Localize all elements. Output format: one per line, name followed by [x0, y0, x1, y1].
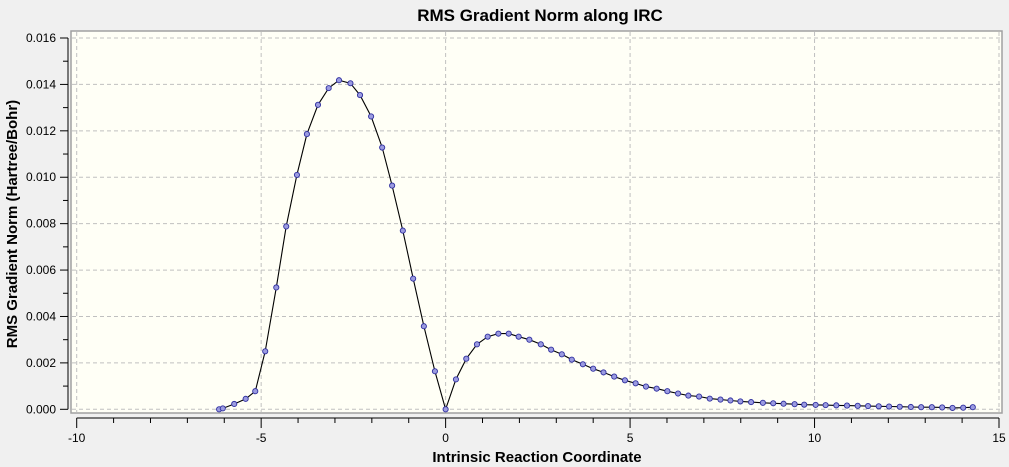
data-point — [875, 403, 882, 410]
data-point — [770, 400, 777, 407]
data-point — [325, 85, 332, 92]
data-point — [843, 402, 851, 409]
x-axis-title: Intrinsic Reaction Coordinate — [432, 449, 641, 466]
data-point — [696, 393, 703, 400]
data-point — [748, 399, 755, 406]
data-point — [864, 403, 872, 410]
data-point — [347, 80, 354, 87]
data-point — [621, 377, 628, 384]
data-point — [410, 275, 417, 282]
x-tick-label: 15 — [992, 431, 1006, 445]
data-point — [368, 113, 375, 120]
chart-title: RMS Gradient Norm along IRC — [417, 6, 663, 25]
data-point — [442, 406, 449, 413]
data-point — [389, 182, 396, 189]
data-point — [548, 346, 555, 353]
data-point — [303, 131, 310, 138]
data-point — [431, 368, 438, 375]
y-tick-label: 0.006 — [26, 263, 56, 277]
x-tick-label: 10 — [808, 431, 822, 445]
data-point — [737, 398, 744, 405]
data-point — [727, 397, 734, 404]
data-point — [801, 401, 808, 408]
data-point — [854, 402, 861, 409]
data-point — [579, 361, 586, 368]
data-point — [452, 376, 459, 383]
y-tick-label: 0.008 — [26, 217, 56, 231]
y-tick-label: 0.016 — [26, 31, 56, 45]
data-point — [558, 351, 565, 358]
data-point — [526, 336, 533, 343]
data-point — [242, 395, 249, 402]
data-point — [314, 101, 322, 108]
data-point — [590, 365, 597, 372]
data-point — [886, 403, 893, 410]
data-point — [706, 395, 713, 402]
data-point — [780, 400, 787, 407]
data-point — [939, 404, 946, 411]
data-point — [399, 227, 406, 234]
data-point — [293, 171, 300, 178]
y-tick-label: 0.010 — [26, 170, 56, 184]
data-point — [928, 404, 935, 411]
y-tick-label: 0.012 — [26, 124, 56, 138]
data-point — [949, 404, 956, 411]
data-point — [379, 144, 386, 151]
data-point — [273, 284, 280, 291]
x-tick-label: -5 — [256, 431, 267, 445]
data-point — [611, 373, 618, 380]
data-point — [463, 355, 470, 362]
y-axis-title: RMS Gradient Norm (Hartree/Bohr) — [4, 100, 21, 348]
data-point — [568, 356, 575, 363]
data-point — [918, 404, 925, 411]
data-point — [473, 341, 481, 348]
data-point — [356, 92, 364, 99]
data-point — [969, 404, 976, 411]
data-point — [600, 369, 607, 376]
data-point — [960, 404, 967, 411]
axes: 0.000 0.002 0.004 0.006 0.008 0.010 0.012 0.014… — [26, 31, 1006, 445]
y-tick-label: 0.004 — [26, 309, 56, 323]
data-point — [822, 402, 829, 409]
data-point — [759, 399, 766, 406]
data-point — [653, 385, 660, 392]
data-point — [231, 400, 238, 408]
data-point — [642, 383, 649, 390]
y-tick-label: 0.000 — [26, 402, 56, 416]
plot-area — [70, 30, 1003, 414]
data-point — [283, 223, 290, 230]
grid — [72, 32, 1001, 412]
data-point — [219, 405, 226, 412]
x-tick-label: 0 — [442, 431, 449, 445]
data-point — [896, 403, 903, 410]
data-point — [335, 77, 343, 84]
data-point — [505, 330, 512, 337]
data-point — [717, 396, 724, 403]
data-point — [907, 403, 914, 411]
data-point — [484, 333, 491, 340]
y-tick-label: 0.002 — [26, 356, 56, 370]
x-tick-label: -10 — [68, 431, 86, 445]
data-point — [420, 323, 427, 330]
data-point — [515, 333, 522, 340]
data-point — [262, 348, 269, 355]
data-point — [791, 401, 798, 408]
data-point — [664, 388, 671, 395]
data-point — [632, 380, 639, 387]
y-tick-label: 0.014 — [26, 77, 56, 91]
data-point — [252, 388, 259, 395]
data-point — [674, 390, 682, 397]
data-markers — [216, 77, 976, 413]
data-point — [833, 402, 840, 409]
data-point — [495, 330, 502, 337]
data-point — [537, 341, 544, 348]
data-point — [812, 401, 819, 408]
x-tick-label: 5 — [627, 431, 634, 445]
data-point — [685, 392, 692, 399]
